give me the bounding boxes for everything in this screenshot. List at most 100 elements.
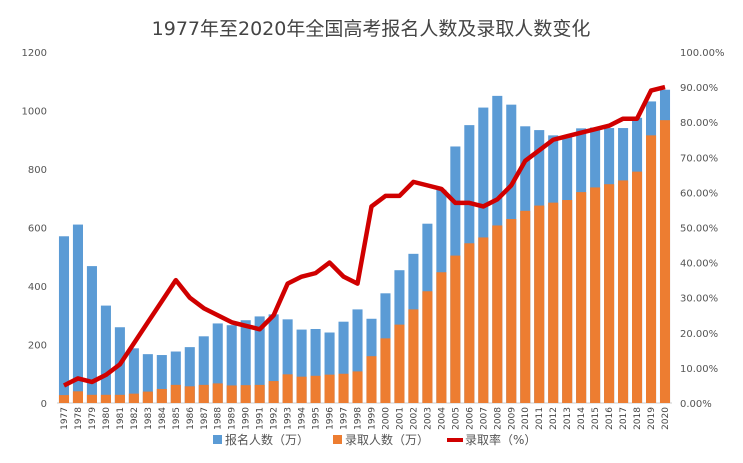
left-axis-tick: 800: [28, 165, 47, 176]
left-axis-tick: 200: [28, 341, 47, 352]
right-axis-tick: 0.00%: [680, 399, 712, 410]
right-axis-tick: 10.00%: [680, 364, 718, 375]
x-axis-tick: 1981: [116, 407, 126, 430]
bar-admitted: [562, 200, 572, 403]
bar-admitted: [548, 203, 558, 403]
bar-admitted: [408, 309, 418, 403]
x-axis-tick: 2014: [577, 407, 587, 430]
bar-admitted: [660, 120, 670, 403]
bar-applicants: [59, 236, 69, 403]
legend-swatch: [213, 435, 222, 444]
x-axis-tick: 2000: [381, 407, 391, 430]
bar-admitted: [297, 377, 307, 403]
legend-item: 录取率（%）: [447, 432, 536, 447]
x-axis-tick: 1998: [354, 407, 364, 430]
bar-admitted: [59, 395, 69, 403]
bar-admitted: [604, 184, 614, 403]
bar-admitted: [185, 386, 195, 403]
bar-admitted: [646, 135, 656, 403]
bar-admitted: [87, 395, 97, 403]
x-axis-tick: 2010: [521, 407, 531, 430]
x-axis-tick: 2006: [465, 407, 475, 430]
x-axis-tick: 1990: [242, 407, 252, 430]
bar-admitted: [380, 338, 390, 403]
bar-admitted: [171, 385, 181, 403]
right-axis-tick: 80.00%: [680, 118, 718, 129]
x-axis-tick: 2013: [563, 407, 573, 430]
bar-admitted: [464, 243, 474, 403]
bar-admitted: [115, 395, 125, 403]
x-axis-tick: 1991: [256, 407, 266, 430]
x-axis-tick: 2019: [647, 407, 657, 430]
left-axis-tick: 1000: [22, 107, 47, 118]
x-axis-tick: 1985: [172, 407, 182, 430]
left-axis-tick: 400: [28, 282, 47, 293]
x-axis-tick: 2008: [493, 407, 503, 430]
x-axis-tick: 2011: [535, 407, 545, 430]
x-axis-tick: 1989: [228, 407, 238, 430]
x-axis-tick: 1994: [298, 407, 308, 430]
x-axis-tick: 2016: [605, 407, 615, 430]
x-axis-tick: 2020: [661, 407, 671, 430]
bar-admitted: [576, 192, 586, 403]
x-axis-tick: 1978: [74, 407, 84, 430]
bar-admitted: [311, 376, 321, 403]
x-axis-tick: 2009: [507, 407, 517, 430]
bar-admitted: [199, 385, 209, 403]
bar-admitted: [492, 225, 502, 403]
chart-title: 1977年至2020年全国高考报名人数及录取人数变化: [152, 18, 591, 40]
bar-admitted: [618, 180, 628, 403]
legend-swatch: [333, 435, 342, 444]
legend-label: 报名人数（万）: [225, 432, 309, 447]
bar-admitted: [129, 394, 139, 403]
x-axis-tick: 2007: [479, 407, 489, 430]
admission-rate-line: [64, 87, 665, 385]
x-axis-tick: 2004: [437, 407, 447, 430]
bar-admitted: [436, 272, 446, 403]
bar-admitted: [241, 385, 251, 403]
bar-admitted: [352, 371, 362, 403]
bar-admitted: [269, 381, 279, 403]
legend-label: 录取人数（万）: [345, 432, 429, 447]
x-axis-tick: 1996: [326, 407, 336, 430]
right-axis-tick: 70.00%: [680, 153, 718, 164]
x-axis-tick: 1977: [60, 407, 70, 430]
right-axis-tick: 100.00%: [680, 48, 725, 59]
x-axis-tick: 1987: [200, 407, 210, 430]
bar-admitted: [73, 391, 83, 403]
right-axis-tick: 50.00%: [680, 224, 718, 235]
x-axis-tick: 1979: [88, 407, 98, 430]
bar-admitted: [450, 256, 460, 403]
right-axis-tick: 60.00%: [680, 188, 718, 199]
bar-admitted: [366, 356, 376, 403]
bar-admitted: [534, 206, 544, 403]
bar-admitted: [325, 375, 335, 403]
bar-admitted: [101, 395, 111, 403]
x-axis-tick: 1999: [367, 407, 377, 430]
x-axis-tick: 2018: [633, 407, 643, 430]
right-axis-tick: 20.00%: [680, 329, 718, 340]
x-axis-tick: 2012: [549, 407, 559, 430]
left-axis-tick: 0: [41, 399, 47, 410]
bar-admitted: [590, 187, 600, 403]
bar-admitted: [520, 211, 530, 403]
legend-label: 录取率（%）: [465, 432, 536, 447]
bar-admitted: [422, 291, 432, 403]
bar-applicants: [101, 306, 111, 403]
x-axis-tick: 1983: [144, 407, 154, 430]
right-axis-tick: 30.00%: [680, 294, 718, 305]
x-axis-tick: 1995: [312, 407, 322, 430]
bar-admitted: [506, 219, 516, 403]
x-axis-tick: 1988: [214, 407, 224, 430]
bar-admitted: [339, 374, 349, 403]
x-axis-tick: 1980: [102, 407, 112, 430]
right-axis-tick: 90.00%: [680, 83, 718, 94]
bar-admitted: [632, 172, 642, 403]
bar-admitted: [157, 389, 167, 403]
x-axis-tick: 2002: [409, 407, 419, 430]
bar-admitted: [394, 325, 404, 403]
x-axis-tick: 1997: [340, 407, 350, 430]
x-axis-tick: 2001: [395, 407, 405, 430]
